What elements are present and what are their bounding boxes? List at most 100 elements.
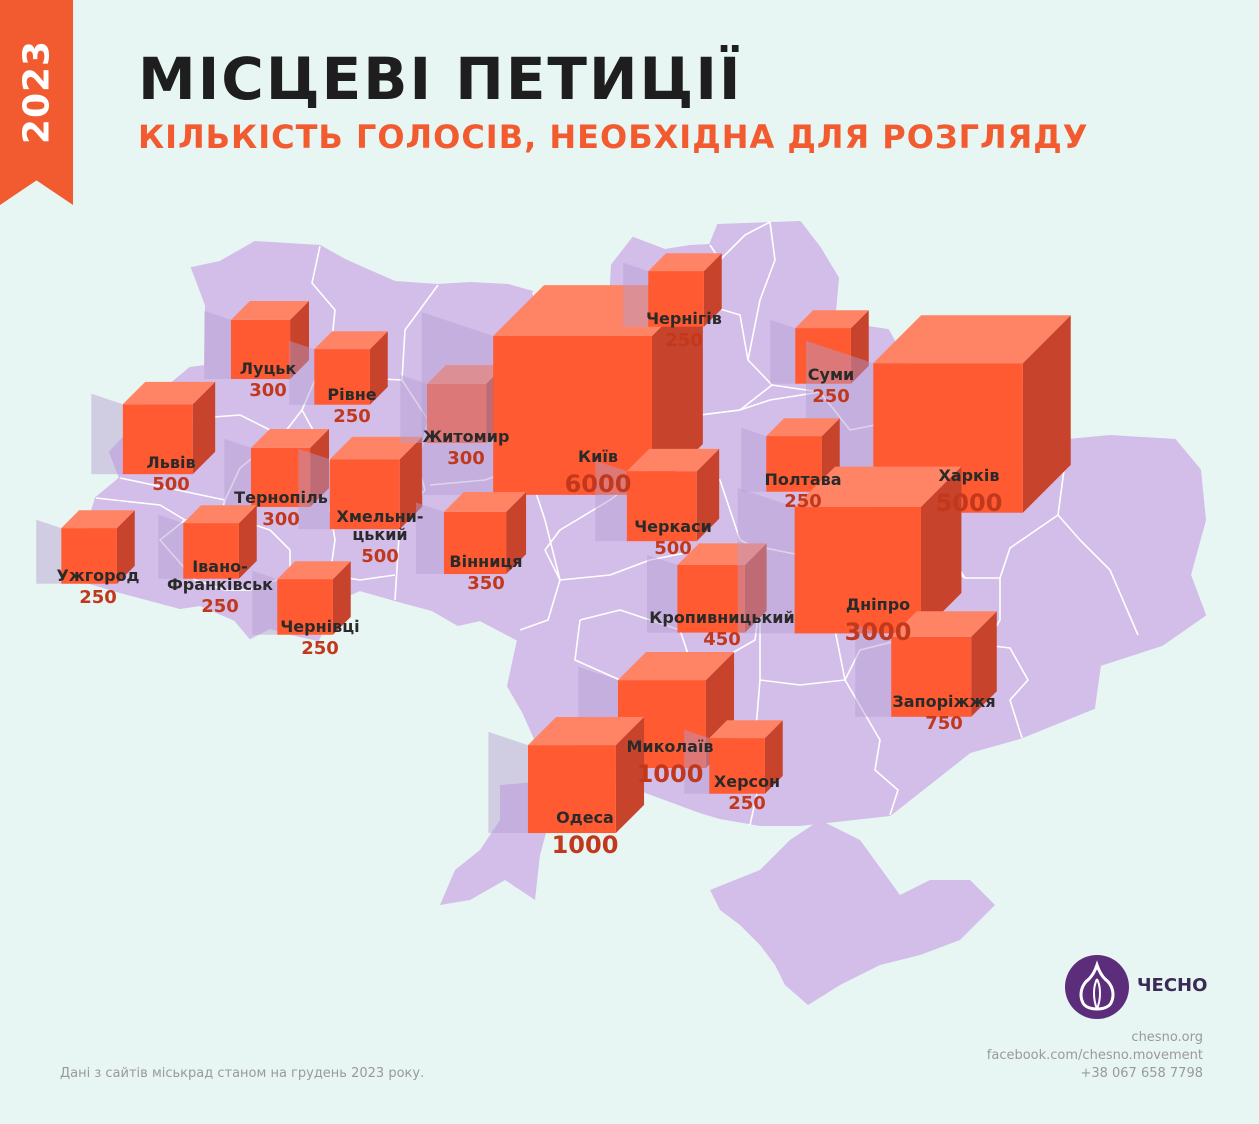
city-value: 1000	[637, 760, 704, 788]
cube-front	[891, 636, 972, 717]
cube-front	[677, 565, 745, 633]
cube-top	[677, 543, 767, 566]
cube-side	[971, 611, 997, 717]
city-name-line: Ужгород	[57, 566, 140, 585]
city-value: 250	[79, 587, 117, 608]
cube-side	[615, 716, 645, 834]
city-value: 500	[361, 546, 399, 567]
cube-top	[314, 331, 388, 350]
city-name-line: Дніпро	[846, 595, 910, 614]
cube-shadow	[741, 427, 767, 492]
city-name-line: Житомир	[423, 427, 510, 446]
city-name: Тернопіль	[234, 488, 328, 507]
cube-front	[61, 528, 117, 584]
city-name: Черкаси	[634, 517, 712, 536]
cube-front	[329, 459, 400, 530]
city-name: Луцьк	[240, 359, 297, 378]
cube-marker	[298, 436, 423, 530]
cube-front	[766, 436, 822, 492]
cube-side	[238, 505, 257, 579]
cube-front	[709, 738, 765, 794]
cube-shadow	[91, 393, 123, 475]
cube-top	[891, 611, 997, 637]
cube-marker	[737, 466, 962, 634]
cube-front	[277, 579, 333, 635]
cube-top	[527, 716, 645, 746]
cube-side	[744, 543, 767, 633]
city-name: Дніпро	[846, 595, 910, 614]
cube-shadow	[684, 729, 710, 794]
city-name-line: Київ	[578, 447, 618, 466]
page-title: МІСЦЕВІ ПЕТИЦІЇ	[138, 45, 743, 113]
city-value: 250	[333, 406, 371, 427]
cube-front	[493, 335, 653, 495]
city-name: Ужгород	[57, 566, 140, 585]
cube-marker	[741, 418, 840, 492]
cube-side	[696, 448, 720, 542]
cube-top	[183, 505, 257, 524]
cube-marker	[36, 510, 135, 584]
cube-marker	[684, 720, 783, 794]
cube-front	[794, 507, 921, 634]
city-name: Чернівці	[280, 617, 359, 636]
city-name-line: Миколаїв	[626, 737, 713, 756]
cube-front	[314, 349, 370, 405]
cube-front	[230, 319, 291, 380]
cube-shadow	[737, 488, 795, 634]
cube-front	[648, 271, 704, 327]
cube-shadow	[855, 624, 892, 717]
cube-marker	[770, 310, 869, 384]
cube-top	[648, 253, 722, 272]
cube-top	[766, 418, 840, 437]
cube-shadow	[595, 460, 627, 542]
city-name-line: Чернівці	[280, 617, 359, 636]
city-value: 450	[703, 629, 741, 650]
facebook-link[interactable]: facebook.com/chesno.movement	[986, 1048, 1203, 1063]
phone-number: +38 067 658 7798	[1080, 1066, 1203, 1081]
cube-shadow	[421, 312, 494, 495]
city-name: Херсон	[714, 772, 780, 791]
city-value: 350	[467, 573, 505, 594]
city-name-line: Хмельни-	[336, 507, 423, 526]
cube-top	[617, 651, 735, 681]
city-value: 300	[447, 448, 485, 469]
cube-shadow	[158, 514, 184, 579]
cube-shadow	[400, 375, 427, 444]
cube-shadow	[252, 570, 278, 635]
city-name-line: Херсон	[714, 772, 780, 791]
city-value: 500	[152, 474, 190, 495]
cube-marker	[91, 381, 216, 475]
city-value: 6000	[565, 470, 632, 498]
cube-side	[764, 720, 783, 794]
cube-shadow	[298, 448, 330, 530]
city-name-line: Львів	[146, 453, 195, 472]
city-name: Одеса	[556, 808, 614, 827]
cube-side	[290, 300, 310, 380]
city-value: 500	[654, 538, 692, 559]
garlic-icon	[1065, 955, 1129, 1019]
website-link[interactable]: chesno.org	[1131, 1030, 1203, 1045]
cube-marker	[415, 491, 527, 575]
cube-front	[122, 404, 193, 475]
logo-text: ЧЕСНО	[1137, 975, 1208, 996]
cube-front	[443, 511, 507, 575]
cube-front	[250, 447, 311, 508]
cube-side	[850, 310, 869, 384]
city-name-line: Івано-	[192, 557, 248, 576]
city-value: 1000	[552, 831, 619, 859]
cube-marker	[646, 543, 767, 633]
city-value: 250	[201, 596, 239, 617]
labels-layer: Луцьк 300 Рівне 250 Львів 500 Тернопіль 300 Хмел…	[57, 309, 1003, 859]
cube-marker	[252, 561, 351, 635]
city-name-line: Черкаси	[634, 517, 712, 536]
cube-top	[873, 315, 1071, 364]
city-value: 300	[249, 380, 287, 401]
cube-side	[703, 253, 722, 327]
city-name-line: Кропивницький	[649, 608, 794, 627]
city-name: Харків	[938, 466, 999, 485]
city-name: Полтава	[764, 470, 841, 489]
cube-front	[626, 471, 697, 542]
city-name: Рівне	[327, 385, 376, 404]
city-name-line: Вінниця	[449, 552, 522, 571]
